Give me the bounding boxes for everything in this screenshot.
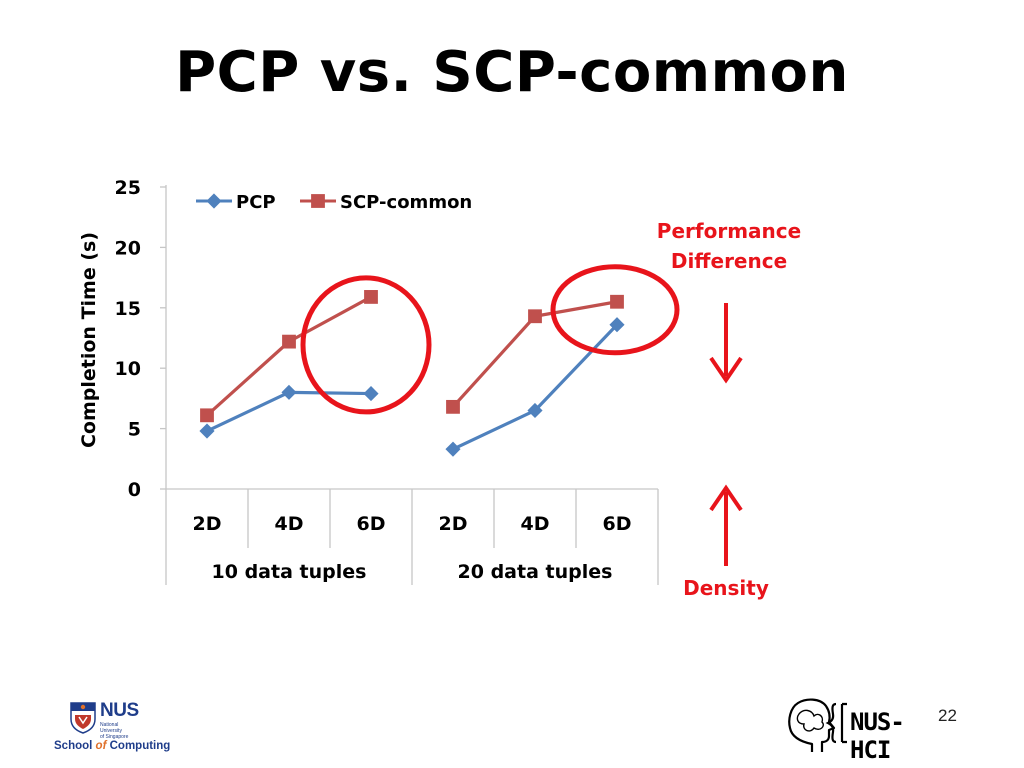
legend-item: PCP (196, 192, 276, 213)
nus-subtitle-line-1: National University (100, 722, 122, 734)
legend-item: SCP-common (300, 192, 472, 213)
nus-hci-wordmark: NUS-HCI (850, 708, 905, 764)
x-tick-label: 4D (275, 513, 304, 535)
highlight-circle (550, 264, 680, 356)
x-tick-label: 6D (603, 513, 632, 535)
down-arrow-head (709, 356, 743, 384)
x-tick-label: 4D (521, 513, 550, 535)
nus-subtitle: National University of Singapore (100, 722, 140, 740)
head-profile-icon (788, 698, 847, 752)
legend-marker (206, 193, 222, 209)
data-point (282, 334, 296, 349)
computing-word: Computing (109, 740, 171, 752)
annotation-line-1: Performance (656, 219, 802, 243)
x-group-label: 10 data tuples (212, 561, 367, 583)
school-of-computing-text: School of Computing (54, 740, 170, 752)
x-tick-label: 2D (439, 513, 468, 535)
y-tick-label: 5 (128, 419, 141, 441)
x-group-label: 20 data tuples (458, 561, 613, 583)
up-arrow-head (709, 484, 743, 512)
highlight-circle (300, 275, 432, 415)
highlight-circles (300, 264, 680, 415)
slide-title: PCP vs. SCP-common (175, 40, 849, 105)
performance-difference-label: Performance Difference (636, 216, 822, 276)
nus-hci-logo: NUS-HCI (782, 694, 942, 764)
y-tick-label: 25 (115, 177, 141, 199)
data-point (364, 290, 378, 304)
data-point (609, 317, 625, 333)
data-point (445, 441, 461, 457)
y-tick-label: 15 (115, 298, 141, 320)
nus-crest-icon (70, 702, 96, 734)
annotation-line-2: Difference (670, 249, 788, 273)
y-axis-label: Completion Time (s) (78, 232, 100, 448)
data-point (363, 386, 379, 402)
school-word: School (54, 740, 93, 752)
x-tick-label: 2D (193, 513, 222, 535)
x-category-labels: 2D 4D 6D 10 data tuples 2D 4D 6D 20 data tuples (193, 513, 632, 583)
data-point (199, 423, 215, 439)
x-tick-label: 6D (357, 513, 386, 535)
y-tick-labels: 0 5 10 15 20 25 Completion Time (s) (78, 177, 141, 501)
data-point (527, 402, 543, 419)
legend-marker (311, 194, 325, 208)
page-number: 22 (938, 706, 957, 725)
annotation-arrows (709, 303, 743, 566)
y-tick-label: 10 (115, 358, 141, 380)
data-point (528, 309, 542, 324)
chart-axes (160, 185, 659, 585)
chart-legend: PCP SCP-common (196, 192, 472, 213)
legend-label: PCP (236, 192, 276, 213)
nus-subtitle-line-2: of Singapore (100, 734, 129, 740)
data-point (446, 399, 460, 414)
series-line (452, 323, 619, 451)
data-point (200, 408, 214, 423)
y-tick-label: 20 (115, 237, 141, 259)
density-label: Density (683, 576, 769, 600)
series-pcp (199, 317, 625, 457)
chart-series (199, 290, 625, 457)
data-point (610, 294, 624, 309)
legend-label: SCP-common (340, 192, 472, 213)
nus-school-of-computing-logo: NUS National University of Singapore Sch… (54, 700, 170, 758)
series-scp-common (200, 290, 624, 423)
y-tick-label: 0 (128, 479, 141, 501)
nus-wordmark: NUS (100, 700, 139, 721)
of-word: of (95, 740, 107, 752)
data-point (281, 384, 297, 400)
